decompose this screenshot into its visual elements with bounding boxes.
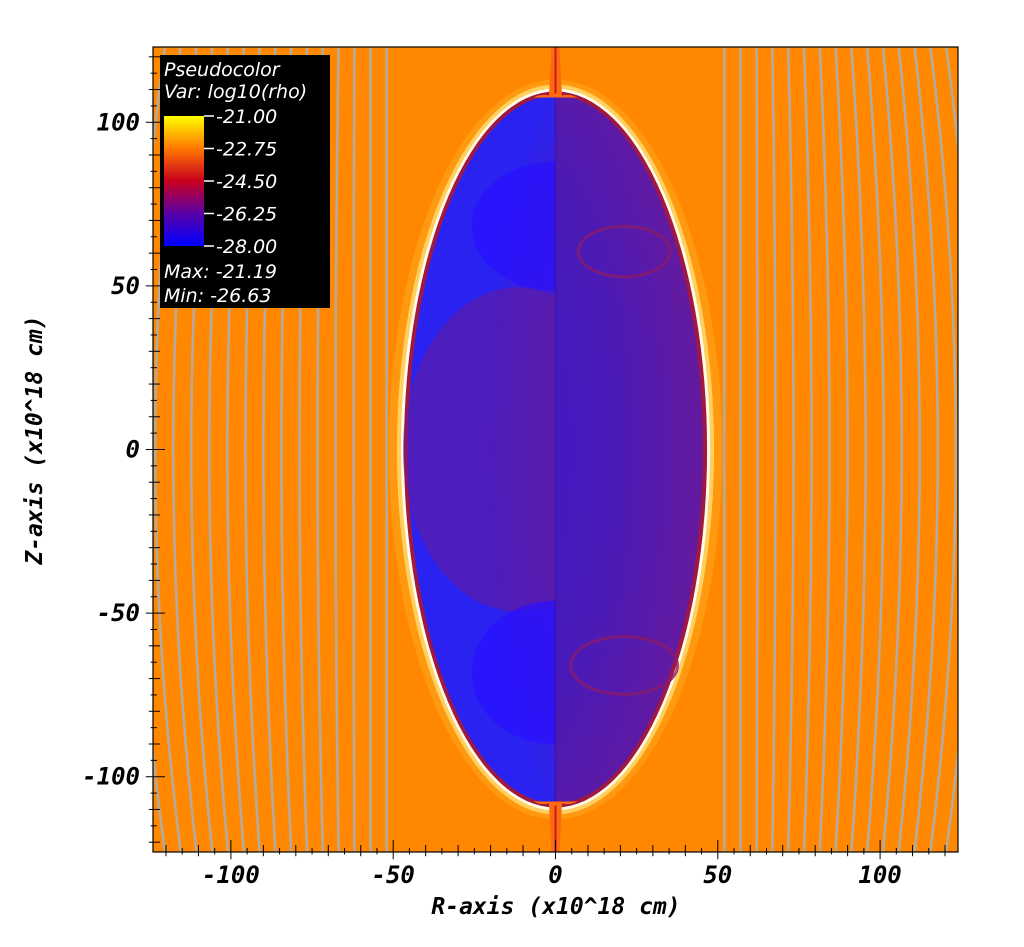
y-tick-label: -50 xyxy=(97,599,140,627)
x-tick-label: -100 xyxy=(202,861,260,889)
flow-arc xyxy=(850,47,867,852)
x-axis-ticks: -100 -50 0 50 100 xyxy=(165,840,946,889)
y-tick-label: 0 xyxy=(126,436,140,464)
instability-filament xyxy=(569,635,680,696)
instability-filament xyxy=(576,224,672,279)
x-tick-label: 0 xyxy=(548,861,562,889)
y-axis-title: Z-axis (x10^18 cm) xyxy=(22,315,48,565)
legend-min: Min: -26.63 xyxy=(164,285,271,307)
y-tick-label: 100 xyxy=(97,108,140,136)
flow-arc xyxy=(771,47,777,852)
legend-scale-label: -22.75 xyxy=(216,139,277,161)
legend-scale-label: -24.50 xyxy=(216,171,277,193)
legend-scale: -21.00 -22.75 -24.50 -26.25 -28.00 xyxy=(204,106,277,258)
cavity-right-half xyxy=(555,95,704,804)
y-tick-label: 50 xyxy=(111,272,140,300)
flow-arc xyxy=(786,47,795,852)
cavity-core xyxy=(402,287,556,612)
flow-arc xyxy=(834,47,849,852)
legend-title: Pseudocolor xyxy=(164,59,281,81)
flow-arc xyxy=(334,47,340,852)
x-tick-label: -50 xyxy=(372,861,415,889)
legend-scale-label: -28.00 xyxy=(216,236,277,258)
y-tick-label: -100 xyxy=(82,763,140,791)
legend-max: Max: -21.19 xyxy=(164,261,277,283)
legend-scale-label: -26.25 xyxy=(216,204,277,226)
flow-arc xyxy=(913,47,940,852)
flow-arc xyxy=(865,47,885,852)
x-axis-title: R-axis (x10^18 cm) xyxy=(431,894,680,920)
flow-arc xyxy=(928,47,958,852)
x-tick-label: 50 xyxy=(703,861,732,889)
flow-arc xyxy=(897,47,922,852)
flow-arc xyxy=(755,47,759,852)
legend-color-bar xyxy=(164,116,204,246)
y-axis-ticks: 100 50 0 -50 -100 xyxy=(82,56,165,843)
cavity-upper-lobe xyxy=(471,161,556,292)
flow-arc xyxy=(153,47,167,852)
flow-arc xyxy=(802,47,813,852)
cavity-lower-lobe xyxy=(471,600,556,745)
flow-arc xyxy=(352,47,356,852)
legend-variable: Var: log10(rho) xyxy=(164,81,307,103)
flow-arc xyxy=(944,47,958,852)
legend: Pseudocolor Var: log10(rho) -21.00 -22.75… xyxy=(160,55,330,308)
background-arcs xyxy=(153,47,958,852)
plot-area xyxy=(153,47,958,852)
flow-arc xyxy=(818,47,831,852)
legend-scale-label: -21.00 xyxy=(216,106,277,128)
flow-arc xyxy=(881,47,904,852)
x-tick-label: 100 xyxy=(858,861,901,889)
